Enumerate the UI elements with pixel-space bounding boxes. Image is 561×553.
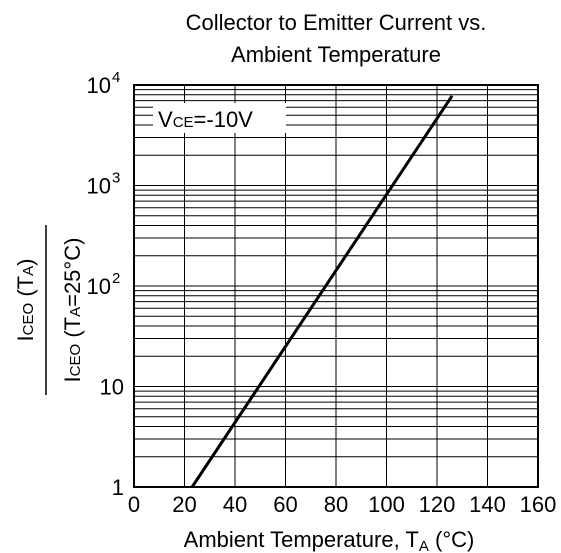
chart-title-line-2: Ambient Temperature <box>231 42 441 67</box>
chart-title-line-1: Collector to Emitter Current vs. <box>186 10 487 35</box>
y-num-main: I <box>13 335 38 341</box>
x-tick-label-0: 0 <box>128 492 140 517</box>
y-tick-base: 10 <box>100 375 124 400</box>
series <box>190 94 454 488</box>
y-tick-label-10: 10 <box>100 375 124 400</box>
annotation-main: V <box>158 107 173 132</box>
y-tick-label-10^4: 10 4 <box>87 69 121 98</box>
y-tick-base: 10 <box>87 274 111 299</box>
y-den-rest2: =25°C) <box>60 238 85 307</box>
x-axis-label: Ambient Temperature, TA (°C) <box>184 527 475 553</box>
x-tick-label-160: 160 <box>520 492 557 517</box>
y-num-rest1: (T <box>13 276 38 303</box>
y-num-rest2: ) <box>13 259 38 266</box>
y-tick-base: 10 <box>87 174 111 199</box>
x-tick-label-40: 40 <box>223 492 247 517</box>
x-tick-label-120: 120 <box>419 492 456 517</box>
y-den-main: I <box>60 376 85 382</box>
y-tick-label-10^2: 10 2 <box>87 270 121 299</box>
annotation-background <box>153 103 286 133</box>
x-axis-label-unit: (°C) <box>429 527 474 552</box>
y-axis-label: ICEO (TA) ICEO (TA=25°C) <box>13 225 85 395</box>
plot-frame <box>133 84 539 488</box>
grid <box>133 84 539 488</box>
y-axis-label-denominator: ICEO (TA=25°C) <box>60 238 85 383</box>
x-tick-label-140: 140 <box>469 492 506 517</box>
x-tick-label-100: 100 <box>368 492 405 517</box>
y-tick-base: 10 <box>87 73 111 98</box>
y-tick-label-10^3: 10 3 <box>87 170 121 199</box>
y-tick-exponent: 2 <box>112 270 120 287</box>
x-tick-label-20: 20 <box>172 492 196 517</box>
y-den-rest1: (T <box>60 317 85 344</box>
x-tick-label-80: 80 <box>324 492 348 517</box>
y-tick-base: 1 <box>112 475 124 500</box>
x-axis-label-main: Ambient Temperature, T <box>184 527 419 552</box>
y-num-sub: CEO <box>20 303 37 336</box>
annotation-rest: =-10V <box>194 107 254 132</box>
y-tick-label-1: 1 <box>112 475 124 500</box>
annotation-sub: CE <box>173 114 194 131</box>
y-den-rest-sub: A <box>67 307 84 317</box>
series-line-1 <box>190 94 454 488</box>
y-tick-exponent: 3 <box>112 170 120 187</box>
annotation-text: VCE=-10V <box>158 107 253 132</box>
y-axis-label-numerator: ICEO (TA) <box>13 259 38 342</box>
y-num-rest-sub: A <box>20 266 37 276</box>
x-axis-label-sub: A <box>419 538 429 553</box>
x-tick-label-60: 60 <box>273 492 297 517</box>
x-axis-ticks: 0 20 40 60 80 100 120 140 160 <box>128 492 556 517</box>
y-den-sub: CEO <box>67 344 84 377</box>
annotation: VCE=-10V <box>153 103 286 133</box>
y-tick-exponent: 4 <box>112 69 120 86</box>
